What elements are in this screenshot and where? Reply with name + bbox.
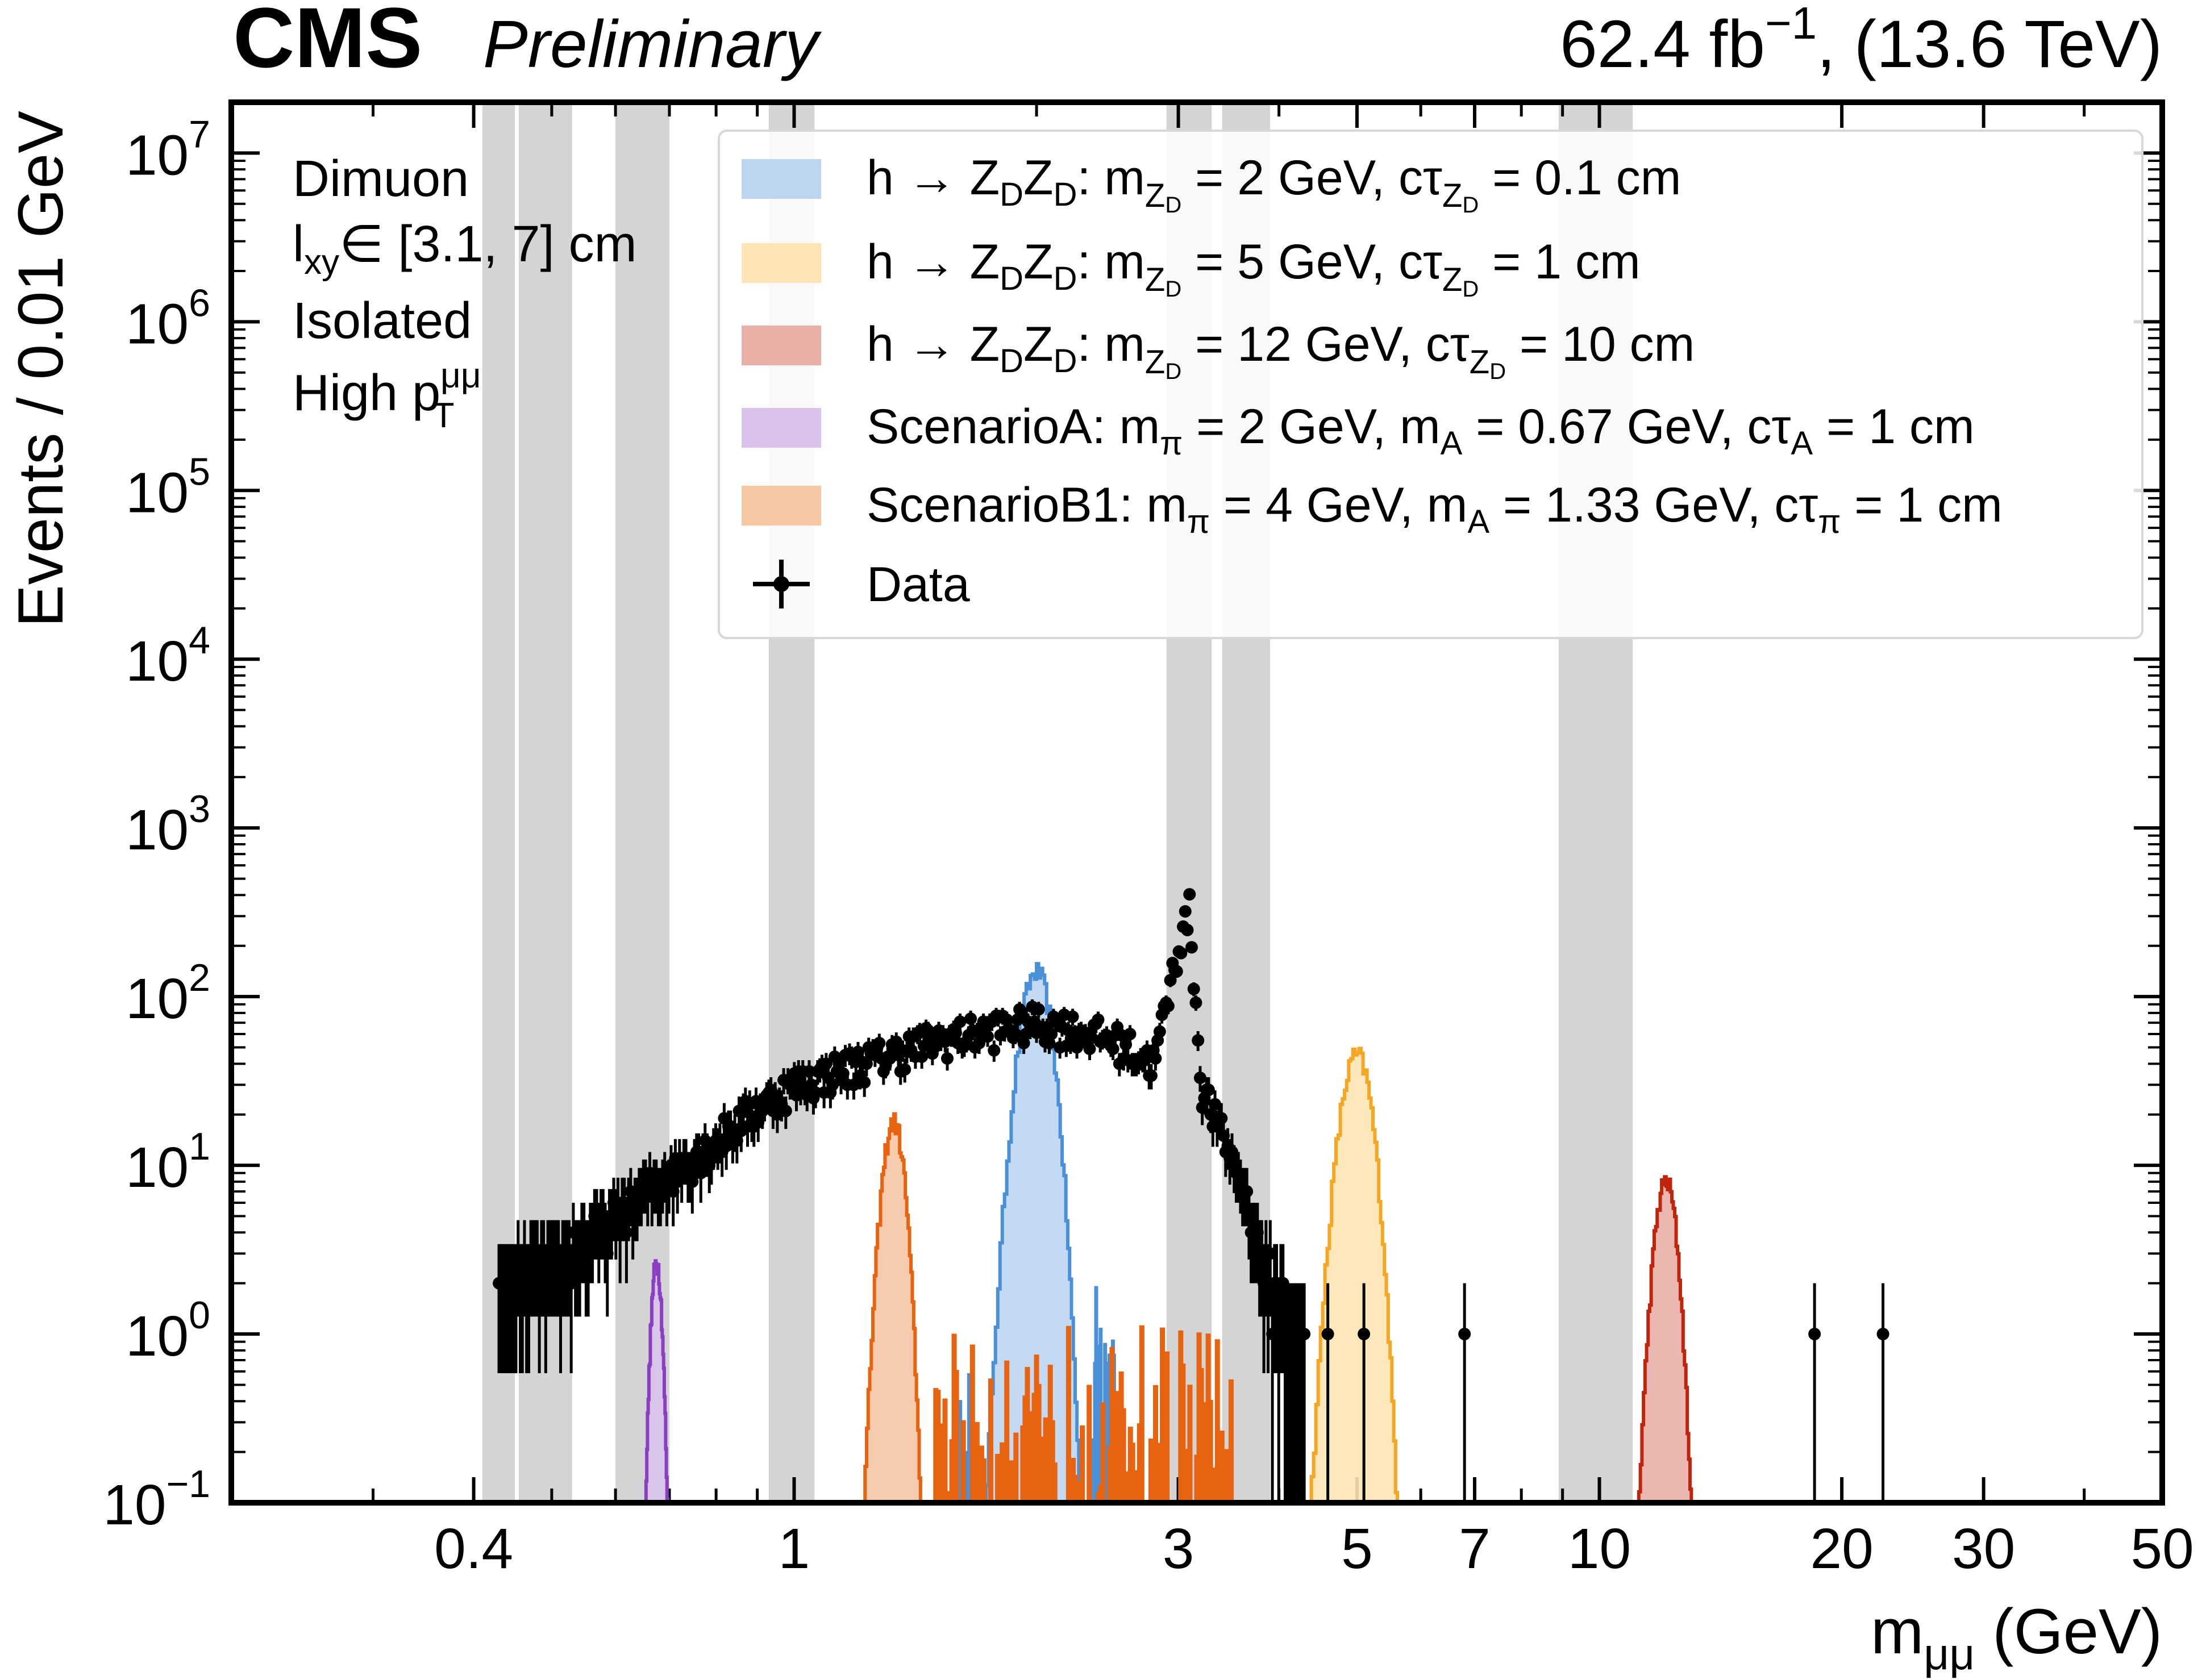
data-point: [1298, 1328, 1311, 1341]
x-tick-label-0: 0.4: [434, 1517, 513, 1581]
lumi-label: 62.4 fb−1, (13.6 TeV): [1560, 0, 2162, 82]
legend-swatch-zd2: [742, 159, 821, 199]
selection-dimuon: Dimuon: [293, 151, 469, 207]
y-tick-label-4: 103: [126, 787, 210, 862]
data-point: [1175, 947, 1188, 960]
data-point: [1189, 996, 1202, 1009]
data-point: [1149, 1052, 1162, 1065]
y-tick-label-0: 10−1: [103, 1462, 210, 1537]
data-point: [981, 1030, 994, 1043]
data-point: [873, 1037, 886, 1050]
data-point: [1071, 1041, 1084, 1054]
data-point-isolated-4: [1876, 1328, 1889, 1341]
x-tick-label-8: 50: [2130, 1517, 2193, 1581]
signal-histograms: [635, 962, 1708, 1504]
status-label: Preliminary: [483, 7, 822, 82]
experiment-label: CMS: [233, 0, 422, 85]
data-point: [940, 1052, 954, 1065]
y-tick-label-1: 100: [126, 1294, 210, 1368]
data-point: [620, 1226, 633, 1239]
selection-lxy: lxy∈ [3.1, 7] cm: [293, 216, 637, 282]
legend-label-scenarioA: ScenarioA: mπ = 2 GeV, mA = 0.67 GeV, cτ…: [867, 399, 1975, 462]
x-tick-label-1: 1: [779, 1517, 810, 1581]
data-point: [779, 1104, 792, 1118]
selection-labels: Dimuon lxy∈ [3.1, 7] cm Isolated High pμ…: [293, 151, 637, 435]
data-point: [1179, 905, 1192, 918]
data-point: [954, 1015, 967, 1028]
data-point: [1241, 1185, 1254, 1198]
data-point: [988, 1044, 1001, 1057]
data-point: [1144, 1069, 1158, 1082]
data-point: [1153, 1025, 1166, 1038]
data-point: [1164, 974, 1177, 987]
y-axis-label: Events / 0.01 GeV: [5, 111, 76, 627]
x-axis-label: mμμ (GeV): [1871, 1596, 2162, 1679]
signal-hist-1: [1289, 1047, 1414, 1504]
data-point: [1187, 982, 1200, 995]
legend-swatch-zd12: [742, 326, 821, 365]
data-point: [1083, 1043, 1096, 1056]
data-point: [1106, 1043, 1119, 1056]
data-point: [917, 1039, 930, 1052]
legend-label-zd2: h → ZDZD: mZD = 2 GeV, cτZD = 0.1 cm: [867, 151, 1681, 218]
legend-label-zd12: h → ZDZD: mZD = 12 GeV, cτZD = 10 cm: [867, 317, 1695, 384]
x-tick-label-2: 3: [1163, 1517, 1194, 1581]
data-point: [1185, 941, 1198, 954]
x-tick-label-7: 30: [1952, 1517, 2015, 1581]
data-point: [1215, 1112, 1228, 1125]
x-tick-label-4: 7: [1459, 1517, 1491, 1581]
legend-swatch-zd5: [742, 243, 821, 283]
data-point: [890, 1035, 903, 1048]
x-tick-label-6: 20: [1810, 1517, 1873, 1581]
y-tick-label-7: 106: [126, 281, 210, 356]
data-point-isolated-3: [1808, 1328, 1821, 1341]
data-point: [915, 1050, 929, 1064]
selection-isolated: Isolated: [293, 293, 472, 349]
data-points: [493, 888, 1889, 1503]
y-tick-label-3: 102: [126, 956, 210, 1031]
axis-ticks: 0.4 1 3 5 7 10 20 30 50 10−1 100 101 102 103 104 105 106…: [103, 102, 2194, 1581]
legend-box: [718, 130, 2143, 639]
signal-hist-0: [969, 962, 1093, 1504]
data-point: [1193, 1072, 1206, 1085]
data-point: [1009, 1028, 1022, 1041]
data-point: [847, 1078, 860, 1091]
x-tick-label-5: 10: [1568, 1517, 1631, 1581]
selection-pt: High pμμ T: [293, 356, 481, 435]
plot-frame: [228, 99, 2165, 1506]
data-point: [1123, 1028, 1137, 1041]
data-point: [1170, 965, 1183, 978]
y-tick-label-8: 107: [126, 112, 210, 187]
data-point: [1066, 1010, 1079, 1023]
data-point: [858, 1076, 871, 1089]
legend-swatch-scenarioA: [742, 408, 821, 448]
legend-label-scenarioB1: ScenarioB1: mπ = 4 GeV, mA = 1.33 GeV, c…: [867, 478, 2003, 540]
x-tick-label-3: 5: [1341, 1517, 1373, 1581]
data-point-isolated-0: [1321, 1328, 1334, 1341]
data-point: [1092, 1013, 1105, 1026]
data-point-isolated-1: [1358, 1328, 1371, 1341]
legend-label-zd5: h → ZDZD: mZD = 5 GeV, cτZD = 1 cm: [867, 235, 1641, 302]
signal-hist-2: [1619, 1175, 1708, 1504]
y-tick-label-5: 104: [126, 619, 210, 693]
signal-hist-4: [847, 1112, 935, 1504]
data-point: [964, 1012, 977, 1025]
legend-swatch-scenarioB1: [742, 486, 821, 526]
y-tick-label-6: 105: [126, 450, 210, 524]
legend: h → ZDZD: mZD = 2 GeV, cτZD = 0.1 cm h →…: [718, 130, 2143, 639]
data-point-isolated-2: [1458, 1328, 1471, 1341]
data-point: [1015, 1006, 1028, 1019]
legend-label-data: Data: [867, 557, 970, 612]
data-point: [1162, 999, 1175, 1012]
data-point: [1202, 1083, 1215, 1097]
data-point: [1181, 924, 1194, 937]
data-point: [1032, 1003, 1045, 1016]
data-point: [1183, 888, 1196, 901]
y-tick-label-2: 101: [126, 1125, 210, 1199]
data-point: [1192, 1034, 1205, 1047]
data-point: [898, 1063, 911, 1076]
